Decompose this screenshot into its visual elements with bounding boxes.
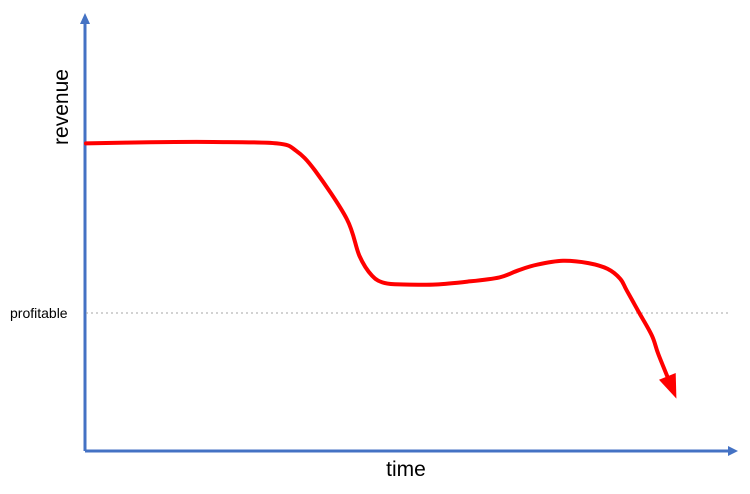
x-axis-label: time	[386, 458, 426, 481]
profitable-threshold-label: profitable	[10, 305, 68, 321]
revenue-trend-arrow-icon	[659, 373, 677, 399]
y-axis-label: revenue	[50, 69, 73, 145]
y-axis-arrow-icon	[80, 13, 90, 24]
x-axis-arrow-icon	[728, 446, 738, 456]
revenue-series-line	[84, 139, 674, 388]
axes	[80, 13, 738, 456]
